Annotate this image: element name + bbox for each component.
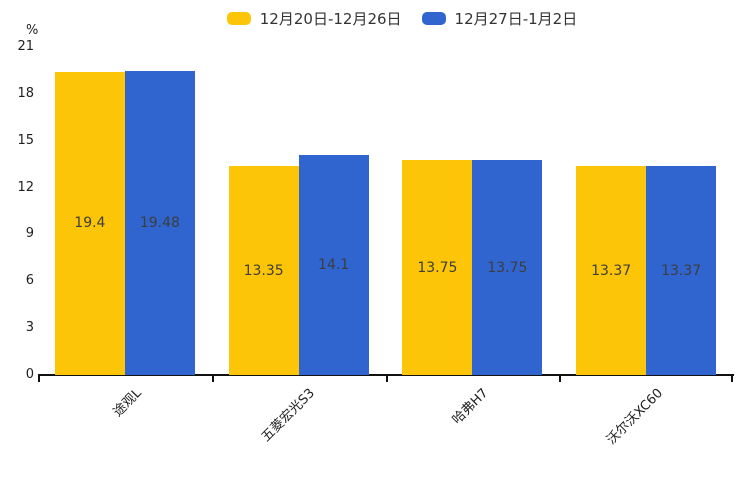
bar-series2 (124, 70, 195, 375)
bar-value-label: 13.75 (487, 259, 528, 276)
x-axis-tick (38, 374, 40, 382)
bar-series1 (576, 166, 647, 375)
y-tick-label: 3 (25, 320, 34, 336)
legend: 12月20日-12月26日 12月27日-1月2日 (30, 8, 744, 29)
bar-series1 (402, 160, 473, 375)
x-axis-tick (385, 374, 388, 382)
y-tick-label: 0 (25, 367, 34, 382)
legend-swatch-series1-icon (226, 12, 251, 25)
y-tick-label: 21 (17, 39, 34, 54)
x-axis-tick (731, 374, 733, 382)
y-tick-label: 18 (17, 85, 34, 101)
bar-value-label: 14.1 (318, 256, 350, 273)
bar-series1 (228, 166, 299, 375)
bar-series2 (646, 166, 717, 375)
y-tick-label: 15 (17, 132, 34, 148)
legend-label-series2: 12月27日-1月2日 (454, 10, 578, 28)
x-axis-tick (559, 374, 562, 382)
bar-value-label: 13.37 (591, 262, 632, 279)
bar-value-label: 13.75 (417, 259, 458, 276)
legend-item-series1[interactable]: 12月20日-12月26日 (226, 8, 402, 29)
y-tick-label: 12 (17, 179, 34, 195)
bar-value-label: 19.4 (74, 215, 106, 232)
legend-label-series1: 12月20日-12月26日 (259, 10, 402, 28)
bar-value-label: 19.48 (139, 214, 180, 231)
y-tick-label: 6 (25, 273, 34, 289)
bar-value-label: 13.35 (243, 262, 284, 279)
bar-series1 (54, 71, 125, 375)
x-axis-tick (211, 374, 214, 382)
bar-series2 (472, 160, 543, 375)
bar-value-label: 13.37 (661, 262, 702, 279)
bar-series2 (298, 154, 369, 375)
y-axis-unit-label: % (26, 23, 39, 38)
legend-swatch-series2-icon (421, 12, 446, 25)
legend-item-series2[interactable]: 12月27日-1月2日 (421, 8, 578, 29)
y-tick-label: 9 (25, 226, 34, 242)
